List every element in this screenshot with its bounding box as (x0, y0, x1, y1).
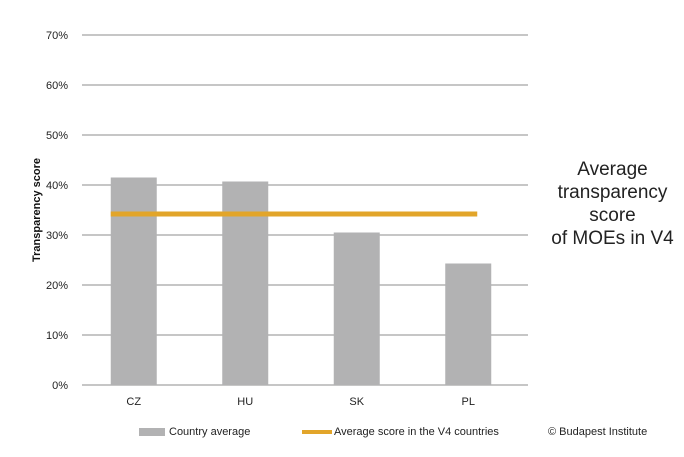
y-tick-label: 70% (46, 30, 68, 42)
title-line: score (589, 205, 636, 226)
legend-bar-swatch (139, 428, 165, 436)
chart-title: Average transparency score of MOEs in V4 (540, 158, 684, 250)
x-category-label: PL (462, 396, 475, 408)
bars (110, 177, 492, 385)
title-line: Average (577, 159, 648, 180)
y-tick-label: 20% (46, 280, 68, 292)
y-tick-label: 60% (46, 80, 68, 92)
title-line: of MOEs in V4 (551, 228, 674, 249)
y-tick-label: 30% (46, 230, 68, 242)
y-tick-label: 0% (52, 380, 68, 392)
bar-sk (333, 232, 380, 385)
legend-v4-average: Average score in the V4 countries (302, 426, 499, 438)
legend-label: Country average (169, 426, 251, 438)
y-axis-label: Transparency score (31, 158, 43, 262)
x-axis-categories: CZ HU SK PL (126, 396, 475, 408)
credit-text: © Budapest Institute (548, 426, 648, 438)
x-category-label: CZ (126, 396, 141, 408)
x-category-label: HU (237, 396, 253, 408)
bar-cz (110, 177, 157, 385)
y-tick-label: 50% (46, 130, 68, 142)
bar-pl (445, 263, 492, 385)
y-axis-ticks: 0% 10% 20% 30% 40% 50% 60% 70% (46, 30, 68, 392)
title-line: transparency (557, 182, 668, 203)
x-category-label: SK (349, 396, 364, 408)
legend-line-swatch (302, 430, 332, 434)
legend-label: Average score in the V4 countries (334, 426, 499, 438)
y-tick-label: 40% (46, 180, 68, 192)
y-tick-label: 10% (46, 330, 68, 342)
legend-country-average: Country average (139, 426, 250, 438)
